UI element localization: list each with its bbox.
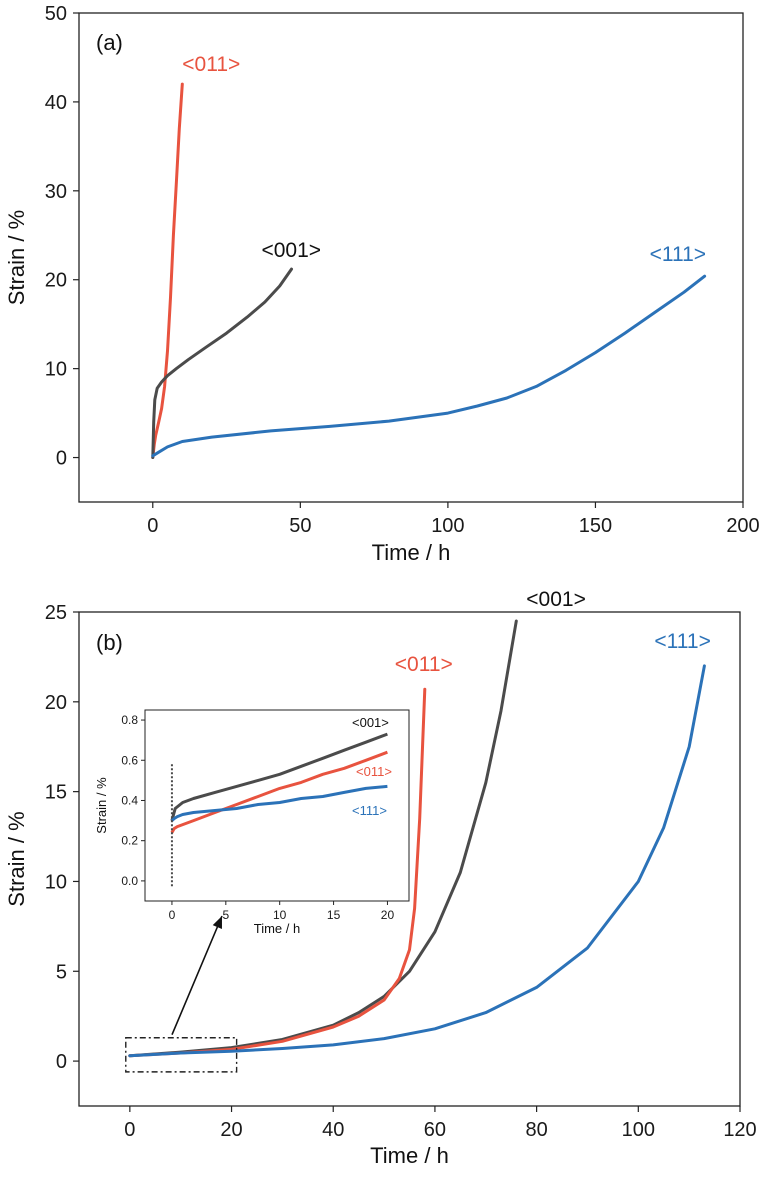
x-tick-label: 120	[723, 1119, 756, 1141]
y-tick-label: 0	[56, 448, 67, 470]
inset-chart: 0 5 10 15 20 0.0 0.2 0.4 0.6 0.8 Time / h Strain / …	[94, 709, 410, 936]
x-axis-title: Time / h	[370, 1143, 449, 1168]
plot-frame	[78, 12, 744, 503]
y-axis-title: Strain / %	[4, 210, 29, 305]
inset-y-tick-label: 0.6	[121, 753, 138, 767]
inset-x-tick-label: 0	[169, 908, 176, 922]
y-tick-label: 0	[56, 1051, 67, 1073]
series-label: <001>	[261, 239, 321, 262]
zoom-arrow	[171, 915, 223, 1036]
inset-series-line	[170, 750, 388, 834]
inset-x-tick-label: 15	[327, 908, 341, 922]
inset-series-label: <011>	[356, 764, 392, 779]
series-label: <011>	[182, 53, 240, 76]
y-tick-label: 40	[45, 92, 67, 114]
x-axis-title: Time / h	[372, 540, 451, 565]
x-tick-label: 80	[525, 1119, 547, 1141]
series-line	[128, 619, 518, 1058]
inset-series-label: <111>	[352, 803, 387, 818]
y-tick-label: 15	[45, 782, 67, 804]
inset-series-line	[170, 732, 388, 821]
series-label: <111>	[654, 630, 710, 653]
zoom-arrow-head	[212, 916, 222, 929]
y-tick-label: 10	[45, 359, 67, 381]
series-line	[151, 274, 707, 458]
series-line	[151, 82, 184, 459]
x-tick-label: 100	[622, 1119, 655, 1141]
y-tick-label: 30	[45, 181, 67, 203]
x-tick-label: 150	[579, 515, 612, 537]
inset-x-axis-title: Time / h	[254, 921, 300, 936]
y-tick-label: 5	[56, 961, 67, 983]
panel-label: (a)	[96, 30, 123, 55]
inset-y-tick-label: 0.2	[121, 834, 138, 848]
y-tick-label: 20	[45, 692, 67, 714]
x-tick-label: 0	[124, 1119, 135, 1141]
panel-a: 0 50 100 150 200 0 10 20 30 40 50 Time / h Strain / …	[4, 3, 760, 565]
zoom-box	[125, 1037, 238, 1073]
series-line	[128, 664, 706, 1058]
inset-x-tick-label: 10	[273, 908, 287, 922]
inset-series-line	[170, 784, 388, 822]
inset-y-tick-label: 0.0	[121, 874, 138, 888]
series-label: <011>	[395, 653, 453, 676]
x-tick-label: 50	[289, 515, 311, 537]
inset-series-label: <001>	[352, 715, 389, 730]
inset-y-tick-label: 0.8	[121, 713, 138, 727]
x-tick-label: 20	[220, 1119, 242, 1141]
y-axis-title: Strain / %	[4, 811, 29, 906]
x-tick-label: 40	[322, 1119, 344, 1141]
panel-label: (b)	[96, 630, 123, 655]
series-label: <001>	[526, 588, 586, 611]
x-tick-label: 100	[431, 515, 464, 537]
y-tick-label: 50	[45, 3, 67, 25]
inset-x-tick-label: 20	[381, 908, 395, 922]
series-line	[151, 267, 293, 459]
series-label: <111>	[650, 243, 706, 266]
inset-y-tick-label: 0.4	[121, 793, 138, 807]
y-tick-label: 10	[45, 871, 67, 893]
x-tick-label: 60	[424, 1119, 446, 1141]
x-tick-label: 200	[726, 515, 759, 537]
inset-x-tick-label: 5	[222, 908, 229, 922]
y-tick-label: 20	[45, 270, 67, 292]
y-tick-label: 25	[45, 602, 67, 624]
plot-frame	[78, 611, 741, 1107]
inset-y-axis-title: Strain / %	[94, 777, 109, 834]
x-tick-label: 0	[147, 515, 158, 537]
